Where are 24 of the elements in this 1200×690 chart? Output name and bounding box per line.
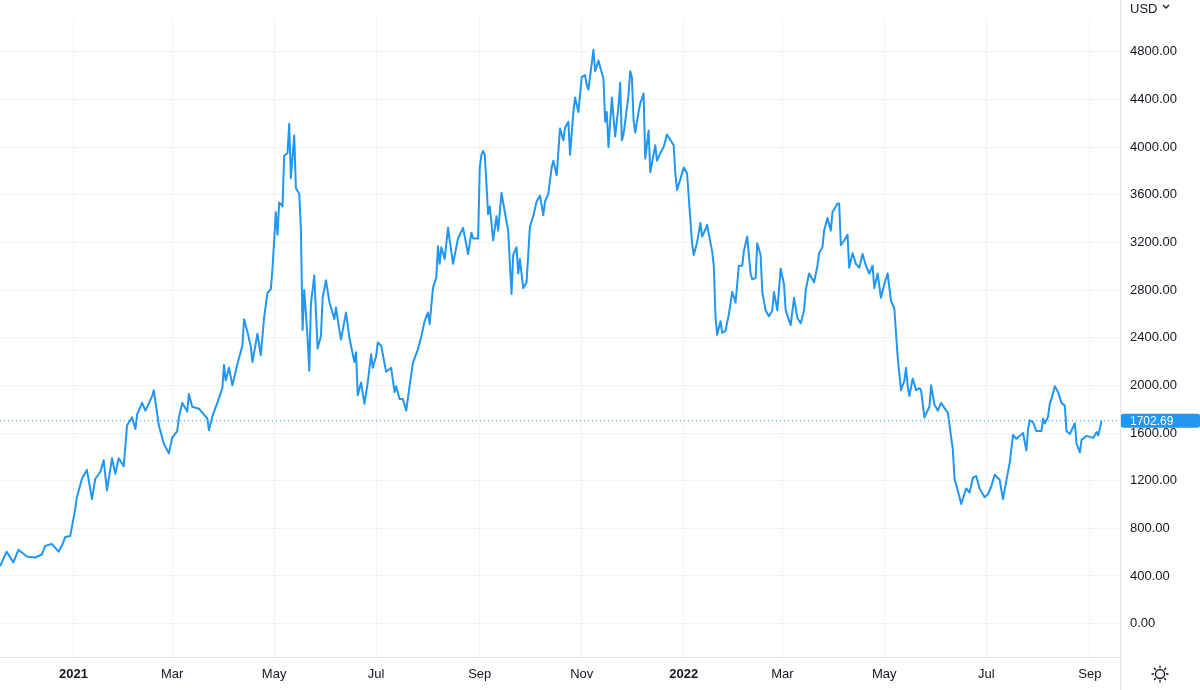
x-tick-label: 2022: [669, 666, 699, 682]
x-tick-label: Sep: [1078, 666, 1102, 682]
y-tick-label: 4400.00: [1130, 90, 1177, 106]
x-tick-label: May: [261, 666, 287, 682]
x-tick-label: Sep: [468, 666, 492, 682]
x-tick-label: Jul: [367, 666, 385, 682]
x-tick-label: Nov: [570, 666, 594, 682]
y-tick-label: 2400.00: [1130, 329, 1177, 345]
y-tick-label: 1200.00: [1130, 472, 1177, 488]
y-axis-title: USD: [1130, 0, 1158, 16]
y-tick-label: 0.00: [1130, 615, 1156, 631]
y-tick-label: 2800.00: [1130, 281, 1177, 297]
x-tick-label: Mar: [160, 666, 185, 682]
y-tick-label: 3200.00: [1130, 233, 1177, 249]
y-tick-label: 2000.00: [1130, 376, 1177, 392]
x-tick-label: 2021: [59, 666, 89, 682]
x-tick-label: Mar: [771, 666, 795, 682]
x-tick-label: May: [872, 666, 898, 682]
y-tick-label: 4800.00: [1130, 43, 1177, 59]
y-tick-label: 400.00: [1130, 567, 1170, 583]
y-tick-label: 4000.00: [1130, 138, 1177, 154]
y-tick-label: 800.00: [1130, 519, 1170, 535]
x-tick-label: Jul: [977, 666, 995, 682]
y-tick-label: 3600.00: [1130, 186, 1177, 202]
